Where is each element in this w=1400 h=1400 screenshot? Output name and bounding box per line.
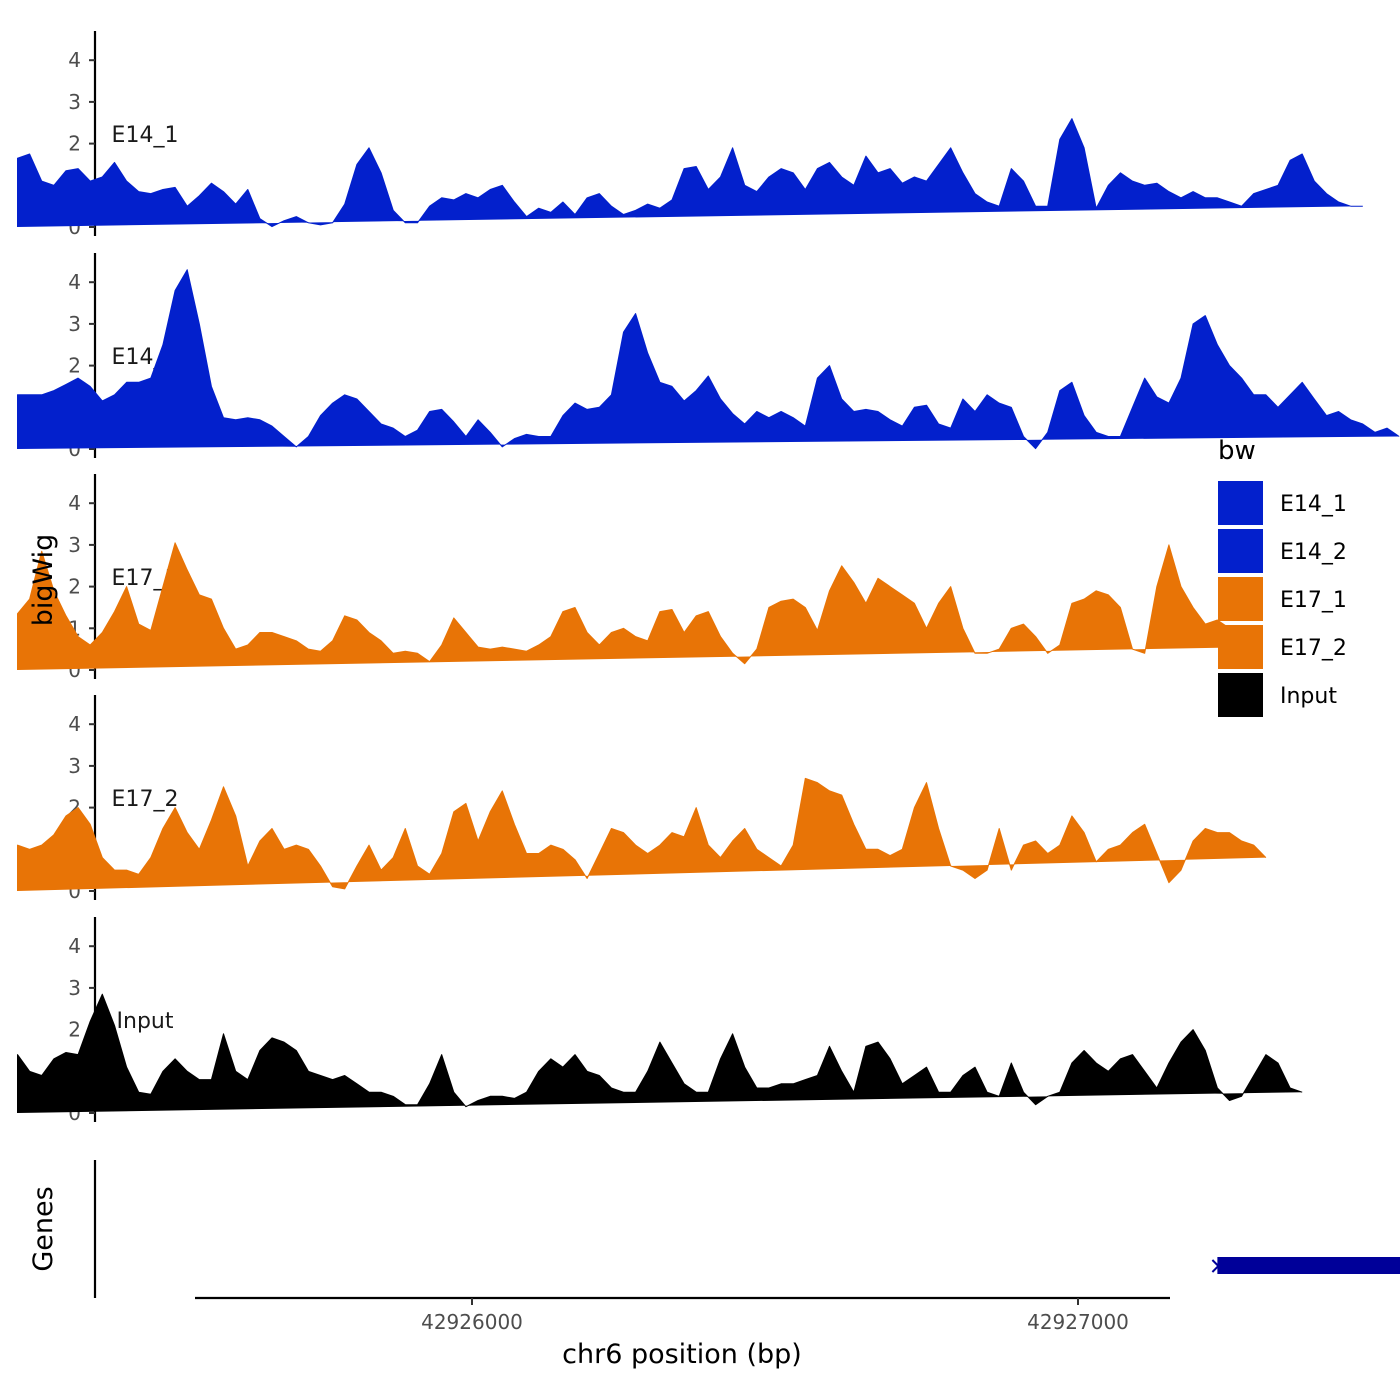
legend-label: E17_1	[1280, 588, 1347, 613]
y-tick-label: 3	[68, 312, 81, 336]
area-E14_1	[17, 118, 1363, 228]
area-E14_2	[17, 269, 1400, 450]
y-tick-label: 2	[68, 1018, 81, 1042]
legend-label: E17_2	[1280, 636, 1347, 661]
legend-swatch-E14_2	[1218, 529, 1263, 573]
x-axis: 429260004292700042928000	[195, 1296, 1170, 1334]
legend-swatch-Input	[1218, 673, 1263, 717]
genes-panel: GenesOlfr446	[28, 1160, 1400, 1298]
y-tick-label: 3	[68, 754, 81, 778]
track-label: Input	[117, 1009, 174, 1034]
genes-title: Genes	[28, 1186, 59, 1271]
y-axis-title: bigWig	[28, 534, 59, 627]
track-Input: 01234Input	[17, 917, 1303, 1125]
y-tick-label: 2	[68, 132, 81, 156]
tracks-group: 01234E14_101234E14_201234E17_101234E17_2…	[17, 31, 1400, 1125]
x-tick-label: 42926000	[421, 1310, 523, 1334]
legend: bw E14_1 E14_2 E17_1 E17_2 Input	[1218, 436, 1347, 717]
track-label: E17_2	[112, 787, 179, 812]
legend-label: Input	[1280, 684, 1337, 709]
track-label: E14_1	[112, 123, 179, 148]
x-axis-title: chr6 position (bp)	[562, 1339, 802, 1370]
y-tick-label: 4	[68, 270, 81, 294]
gene-body	[1217, 1257, 1400, 1274]
legend-swatch-E14_1	[1218, 481, 1263, 525]
legend-swatch-E17_1	[1218, 577, 1263, 621]
legend-label: E14_1	[1280, 492, 1347, 517]
x-tick-label: 42927000	[1027, 1310, 1129, 1334]
legend-swatch-E17_2	[1218, 625, 1263, 669]
gene-strand-arrow	[1211, 1259, 1220, 1273]
y-tick-label: 3	[68, 533, 81, 557]
area-E17_2	[17, 777, 1267, 891]
y-tick-label: 4	[68, 934, 81, 958]
track-E14_1: 01234E14_1	[17, 31, 1363, 239]
y-tick-label: 3	[68, 90, 81, 114]
track-E14_2: 01234E14_2	[17, 253, 1400, 461]
y-tick-label: 2	[68, 354, 81, 378]
y-tick-label: 4	[68, 48, 81, 72]
y-tick-label: 4	[68, 491, 81, 515]
y-tick-label: 4	[68, 712, 81, 736]
legend-label: E14_2	[1280, 540, 1347, 565]
legend-title: bw	[1218, 436, 1256, 466]
area-Input	[17, 993, 1303, 1113]
area-E17_1	[17, 542, 1254, 670]
y-tick-label: 2	[68, 575, 81, 599]
y-tick-label: 3	[68, 976, 81, 1000]
